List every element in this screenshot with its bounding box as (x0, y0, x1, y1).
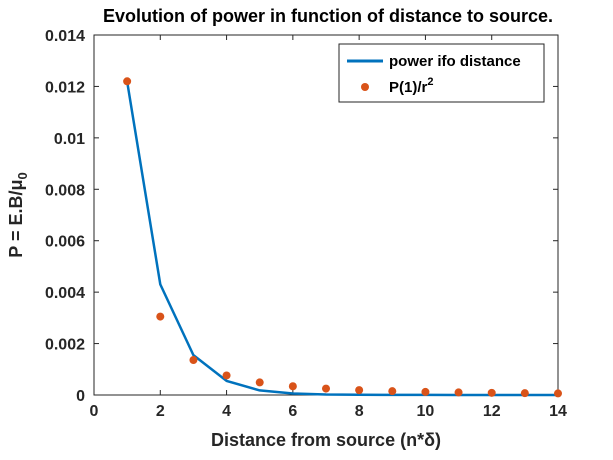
y-tick-label: 0.006 (45, 234, 85, 251)
y-axis-ticks: 0 0.002 0.004 0.006 0.008 0.01 0.012 0.014 (45, 28, 558, 405)
x-tick-label: 10 (417, 403, 435, 420)
legend-label-scatter-main: P(1)/r (389, 79, 428, 96)
legend-dot-swatch (361, 83, 369, 91)
scatter-point (554, 389, 562, 398)
scatter-point (189, 356, 198, 365)
y-tick-label: 0 (76, 388, 85, 405)
legend-label-line: power ifo distance (389, 53, 521, 70)
x-tick-label: 8 (355, 403, 364, 420)
scatter-point (123, 77, 132, 86)
scatter-point (355, 386, 364, 395)
y-axis-title: P = E.B/μ0 (6, 172, 30, 257)
y-tick-label: 0.01 (54, 131, 85, 148)
y-tick-label: 0.008 (45, 182, 85, 199)
legend-label-scatter: P(1)/r2 (389, 76, 433, 96)
x-tick-label: 6 (288, 403, 297, 420)
y-tick-label: 0.002 (45, 337, 85, 354)
scatter-point (487, 388, 496, 397)
legend-box (338, 43, 545, 103)
scatter-point (222, 371, 231, 380)
scatter-point (454, 388, 463, 397)
scatter-point (255, 378, 264, 387)
chart-title: Evolution of power in function of distan… (103, 6, 553, 26)
x-tick-label: 0 (90, 403, 99, 420)
scatter-point (421, 387, 430, 396)
y-tick-label: 0.012 (45, 79, 85, 96)
y-axis-title-subscript: 0 (15, 172, 30, 179)
scatter-point (322, 384, 330, 393)
series-line-power-ifo-distance (125, 81, 558, 397)
y-axis-title-main: P = E.B/μ (6, 180, 26, 258)
x-tick-label: 14 (549, 403, 567, 420)
series-layer (123, 77, 562, 398)
scatter-point (520, 389, 529, 398)
legend: power ifo distance P(1)/r2 (338, 43, 545, 103)
y-tick-label: 0.004 (45, 285, 85, 302)
scatter-point (156, 312, 165, 321)
scatter-point (288, 382, 297, 391)
x-tick-label: 2 (156, 403, 165, 420)
x-axis-title: Distance from source (n*δ) (211, 430, 441, 450)
x-tick-label: 4 (222, 403, 231, 420)
y-tick-label: 0.014 (45, 28, 85, 45)
scatter-point (388, 387, 397, 396)
x-tick-label: 12 (483, 403, 501, 420)
legend-label-scatter-superscript: 2 (427, 76, 433, 88)
